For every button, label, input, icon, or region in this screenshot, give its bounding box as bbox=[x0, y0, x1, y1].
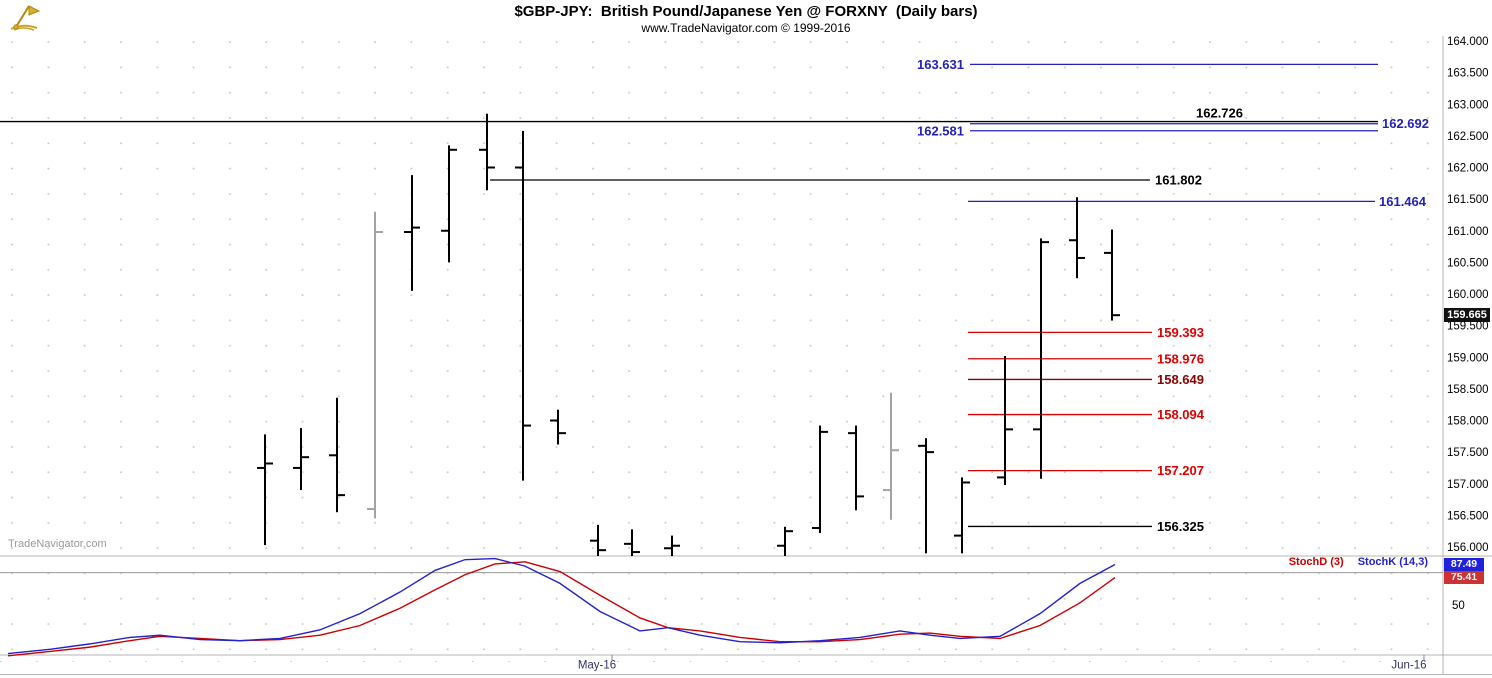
price-level-label: 157.207 bbox=[1157, 463, 1204, 478]
stochk-legend-label[interactable]: StochK (14,3) bbox=[1357, 556, 1428, 568]
price-level-label: 163.631 bbox=[917, 57, 964, 72]
watermark: TradeNavigator.com bbox=[8, 538, 107, 550]
price-axis-label: 156.500 bbox=[1447, 510, 1489, 522]
price-level-label: 161.464 bbox=[1379, 194, 1427, 209]
date-axis-label: May-16 bbox=[578, 660, 616, 672]
price-axis-label: 159.500 bbox=[1447, 321, 1489, 333]
stochk-value-badge: 87.49 bbox=[1444, 558, 1484, 571]
stochd-line[interactable] bbox=[7, 561, 1116, 657]
price-level-label: 158.649 bbox=[1157, 372, 1204, 387]
price-axis-label: 160.000 bbox=[1447, 289, 1489, 301]
price-level-label: 162.581 bbox=[917, 123, 964, 138]
price-axis-label: 163.000 bbox=[1447, 99, 1489, 111]
price-axis-label: 157.000 bbox=[1447, 479, 1489, 491]
price-level-label: 162.726 bbox=[1196, 106, 1243, 121]
date-axis-label: Jun-16 bbox=[1391, 660, 1426, 672]
stochd-legend-label[interactable]: StochD (3) bbox=[1288, 556, 1344, 568]
price-axis-label: 160.500 bbox=[1447, 257, 1489, 269]
price-level-label: 162.692 bbox=[1382, 116, 1429, 131]
price-axis-label: 161.500 bbox=[1447, 194, 1489, 206]
price-bars bbox=[257, 113, 1120, 556]
price-axis-label: 159.000 bbox=[1447, 352, 1489, 364]
price-level-label: 161.802 bbox=[1155, 173, 1202, 188]
chart-subtitle: www.TradeNavigator.com © 1999-2016 bbox=[641, 21, 851, 35]
chart-title: $GBP-JPY: British Pound/Japanese Yen @ F… bbox=[514, 3, 978, 20]
price-axis-label: 162.500 bbox=[1447, 131, 1489, 143]
chart-header: $GBP-JPY: British Pound/Japanese Yen @ F… bbox=[0, 0, 1492, 36]
price-axis-label: 158.500 bbox=[1447, 384, 1489, 396]
price-level-label: 159.393 bbox=[1157, 325, 1204, 340]
price-level-label: 156.325 bbox=[1157, 519, 1204, 534]
price-level-label: 158.976 bbox=[1157, 351, 1204, 366]
price-level-label: 158.094 bbox=[1157, 407, 1205, 422]
stoch-axis-label: 50 bbox=[1452, 600, 1465, 612]
stochd-value-badge: 75.41 bbox=[1444, 571, 1484, 584]
price-axis-label: 161.000 bbox=[1447, 226, 1489, 238]
price-axis-label: 157.500 bbox=[1447, 447, 1489, 459]
tradenavigator-logo-icon bbox=[10, 5, 40, 31]
grid-dots bbox=[0, 36, 1443, 655]
price-axis-label: 156.000 bbox=[1447, 542, 1489, 554]
last-price-badge: 159.665 bbox=[1444, 308, 1490, 322]
price-axis-label: 158.000 bbox=[1447, 416, 1489, 428]
stochk-line[interactable] bbox=[7, 557, 1116, 655]
stochastic-legend: StochD (3) StochK (14,3) bbox=[1289, 556, 1428, 568]
price-axis-label: 164.000 bbox=[1447, 36, 1489, 48]
price-axis-label: 163.500 bbox=[1447, 68, 1489, 80]
price-axis-label: 162.000 bbox=[1447, 163, 1489, 175]
